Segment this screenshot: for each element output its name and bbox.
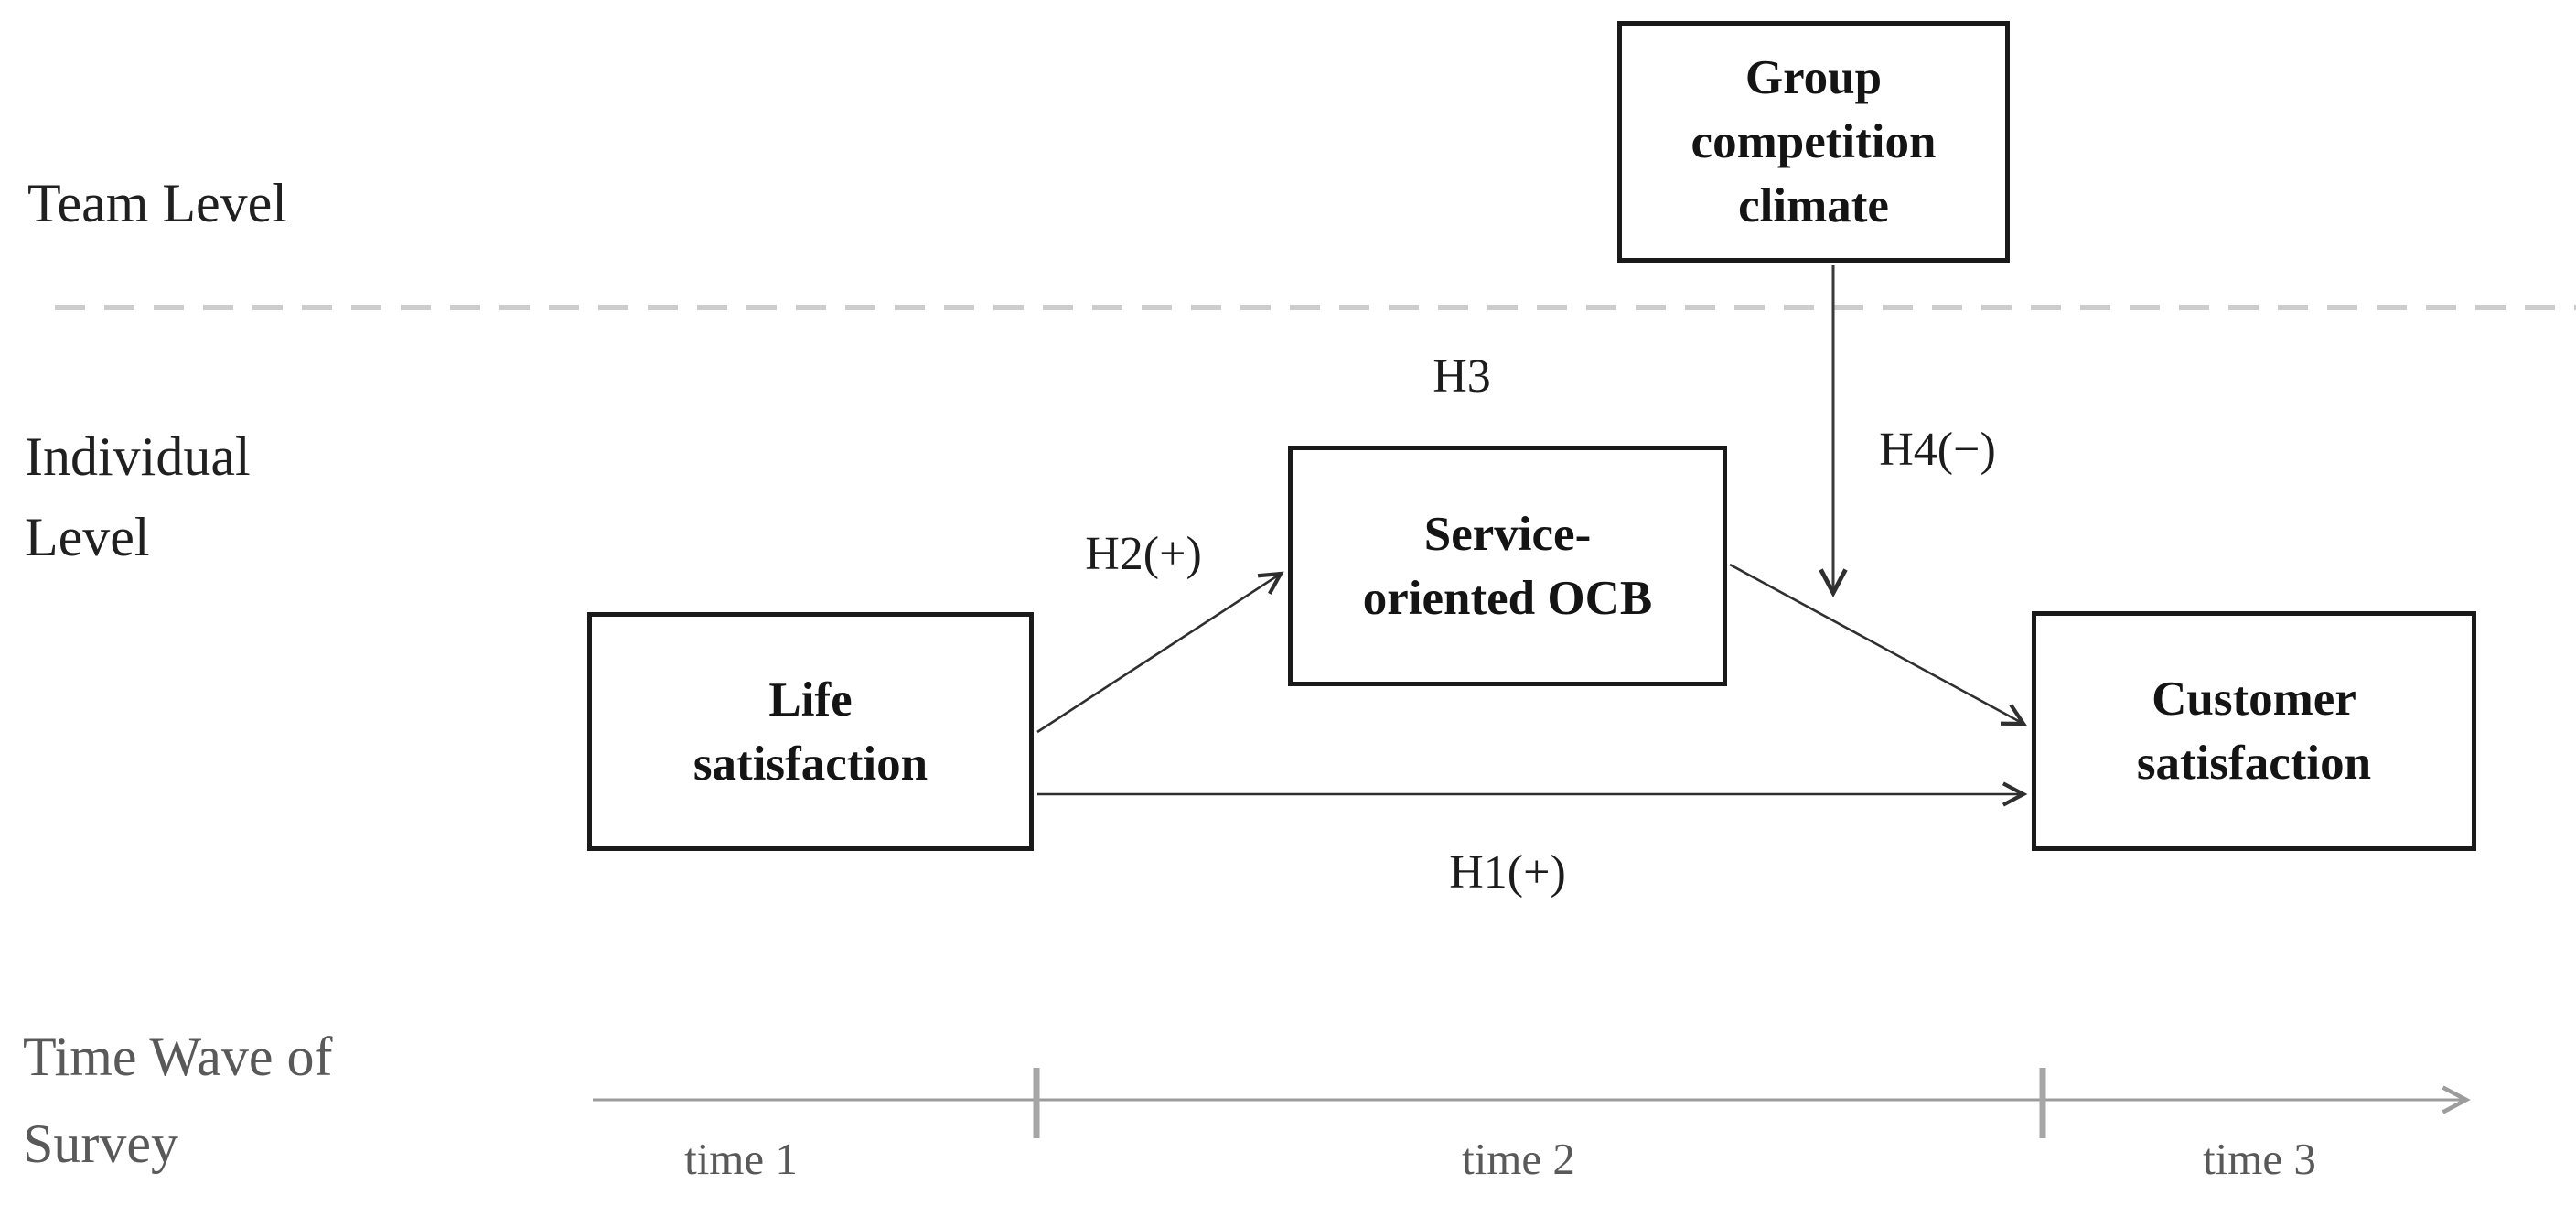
time-wave-text-line1: Time Wave of (23, 1027, 333, 1087)
individual-level-label: Individual Level (25, 416, 251, 577)
node-life-satisfaction: Life satisfaction (587, 612, 1034, 851)
h2-label: H2(+) (1085, 528, 1202, 580)
node-customer-satisfaction-text: Customer satisfaction (2137, 667, 2371, 795)
node-service-oriented-ocb: Service- oriented OCB (1288, 446, 1727, 686)
h3-label: H3 (1433, 350, 1491, 403)
h1-label: H1(+) (1449, 846, 1566, 899)
team-level-label: Team Level (27, 163, 287, 243)
time-wave-label: Time Wave of Survey (23, 1014, 333, 1188)
time2-label: time 2 (1462, 1134, 1575, 1184)
node-service-oriented-ocb-text: Service- oriented OCB (1363, 502, 1653, 630)
node-label-line: Group (1744, 51, 1883, 104)
node-label-line: satisfaction (692, 737, 928, 791)
node-label-line: Life (768, 673, 853, 726)
time3-label: time 3 (2203, 1134, 2316, 1184)
individual-level-text-line2: Level (25, 507, 150, 567)
node-group-competition-climate: Group competition climate (1617, 21, 2010, 263)
node-label-line: competition (1690, 115, 1937, 168)
node-label-line: Service- (1423, 507, 1592, 561)
node-label-line: oriented OCB (1362, 571, 1653, 625)
node-label-line: Customer (2152, 673, 2356, 726)
ocb-to-customer-arrow (1729, 563, 2027, 726)
individual-level-text-line1: Individual (25, 426, 251, 487)
team-level-text: Team Level (27, 173, 287, 233)
h4-label: H4(−) (1879, 424, 1996, 476)
node-label-line: satisfaction (2136, 737, 2372, 790)
h2-arrow (1036, 571, 1284, 734)
time1-label: time 1 (684, 1134, 798, 1184)
node-label-line: climate (1738, 179, 1889, 232)
node-group-competition-climate-text: Group competition climate (1691, 46, 1937, 238)
node-customer-satisfaction: Customer satisfaction (2032, 611, 2476, 851)
time-wave-text-line2: Survey (23, 1114, 178, 1174)
node-life-satisfaction-text: Life satisfaction (693, 668, 928, 796)
